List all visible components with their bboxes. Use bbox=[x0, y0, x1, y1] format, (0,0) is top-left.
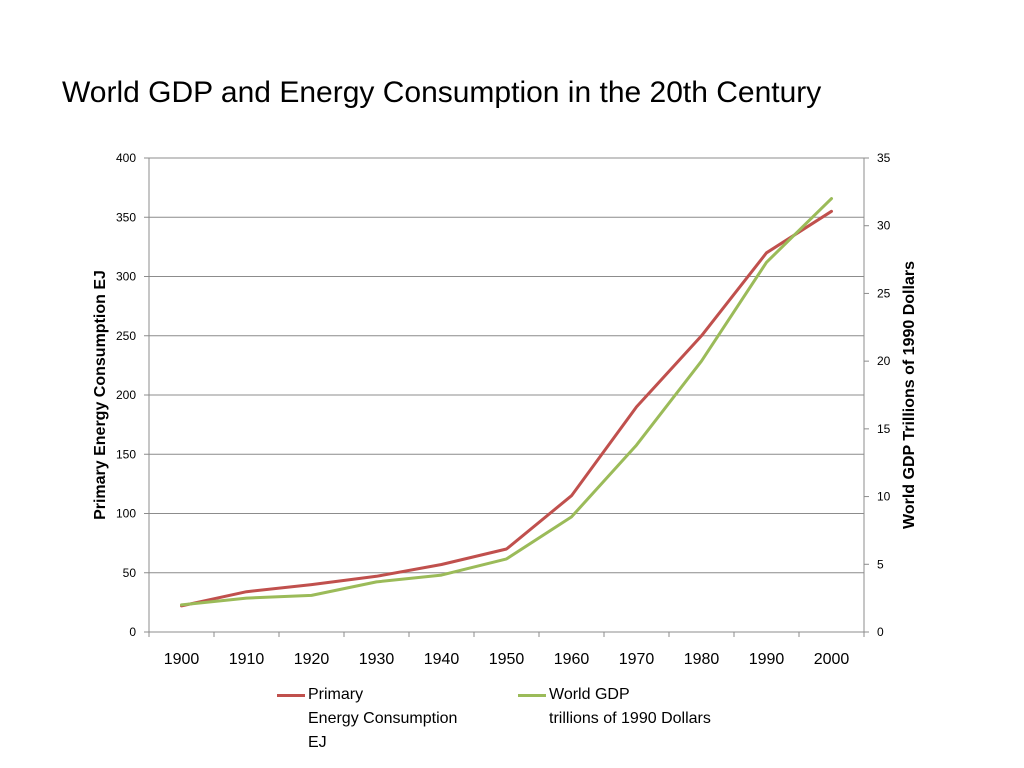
y-tick-label: 200 bbox=[116, 388, 136, 402]
y2-tick-label: 35 bbox=[877, 151, 891, 165]
series-line-gdp bbox=[180, 197, 833, 607]
x-tick-label: 1910 bbox=[229, 651, 265, 668]
x-tick-label: 2000 bbox=[814, 651, 850, 668]
legend-item-gdp: World GDP trillions of 1990 Dollars bbox=[518, 683, 711, 731]
x-tick-label: 1990 bbox=[749, 651, 785, 668]
y2-tick-label: 0 bbox=[877, 625, 884, 639]
y2-tick-label: 25 bbox=[877, 286, 891, 300]
x-tick-label: 1950 bbox=[489, 651, 525, 668]
x-tick-label: 1900 bbox=[164, 651, 200, 668]
tick-labels: 0 50 100 150 200 250 300 350 400 0 5 10 15 20 25 30 35 19… bbox=[116, 151, 891, 668]
x-tick-label: 1960 bbox=[554, 651, 590, 668]
y2-tick-label: 30 bbox=[877, 219, 891, 233]
y-tick-label: 250 bbox=[116, 329, 136, 343]
axes bbox=[144, 157, 869, 637]
y-tick-label: 50 bbox=[123, 566, 137, 580]
y-tick-label: 0 bbox=[129, 625, 136, 639]
y2-tick-label: 5 bbox=[877, 557, 884, 571]
legend-item-energy: Primary Energy Consumption EJ bbox=[277, 683, 457, 755]
y-tick-label: 400 bbox=[116, 151, 136, 165]
y-tick-label: 300 bbox=[116, 270, 136, 284]
legend-swatch-energy bbox=[277, 694, 305, 697]
legend-label-energy: Primary Energy Consumption EJ bbox=[308, 686, 458, 751]
y2-tick-label: 10 bbox=[877, 490, 891, 504]
y-tick-label: 100 bbox=[116, 507, 136, 521]
gridlines bbox=[149, 157, 864, 633]
series-line-energy bbox=[180, 209, 833, 608]
series-lines bbox=[180, 197, 833, 608]
y-axis-title: Primary Energy Consumption EJ bbox=[92, 270, 109, 520]
x-tick-label: 1980 bbox=[684, 651, 720, 668]
legend-label-gdp: World GDP trillions of 1990 Dollars bbox=[549, 686, 711, 727]
y2-axis-title: World GDP Trillions of 1990 Dollars bbox=[901, 261, 918, 529]
y2-tick-label: 20 bbox=[877, 354, 891, 368]
x-tick-label: 1970 bbox=[619, 651, 655, 668]
y-tick-label: 150 bbox=[116, 447, 136, 461]
x-tick-label: 1930 bbox=[359, 651, 395, 668]
x-tick-label: 1920 bbox=[294, 651, 330, 668]
chart-title: World GDP and Energy Consumption in the … bbox=[62, 76, 822, 109]
legend-swatch-gdp bbox=[518, 694, 546, 697]
y-tick-label: 350 bbox=[116, 210, 136, 224]
x-tick-label: 1940 bbox=[424, 651, 460, 668]
y2-tick-label: 15 bbox=[877, 422, 891, 436]
